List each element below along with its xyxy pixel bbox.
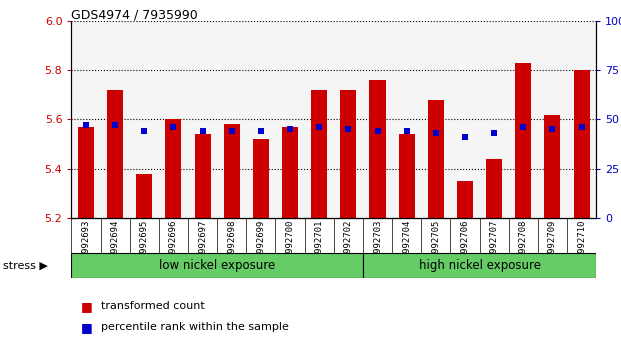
Point bbox=[431, 130, 441, 136]
Text: transformed count: transformed count bbox=[101, 301, 204, 311]
Point bbox=[256, 129, 266, 134]
Bar bbox=[363, 253, 596, 278]
Point bbox=[548, 126, 558, 132]
Point bbox=[519, 125, 528, 130]
Text: GSM992697: GSM992697 bbox=[198, 219, 207, 268]
Bar bbox=[515, 63, 532, 218]
Bar bbox=[574, 70, 589, 218]
Bar bbox=[107, 90, 123, 218]
Point bbox=[489, 130, 499, 136]
Bar bbox=[545, 115, 560, 218]
Text: stress ▶: stress ▶ bbox=[3, 261, 48, 270]
Point bbox=[168, 125, 178, 130]
Text: high nickel exposure: high nickel exposure bbox=[419, 259, 540, 272]
Text: GSM992703: GSM992703 bbox=[373, 219, 382, 268]
Bar bbox=[340, 90, 356, 218]
Bar bbox=[224, 124, 240, 218]
Bar bbox=[428, 100, 444, 218]
Text: GSM992704: GSM992704 bbox=[402, 219, 411, 268]
Point bbox=[373, 129, 383, 134]
Point bbox=[460, 134, 470, 140]
Bar bbox=[399, 134, 415, 218]
Bar bbox=[486, 159, 502, 218]
Point bbox=[81, 122, 91, 128]
Bar bbox=[311, 90, 327, 218]
Text: GDS4974 / 7935990: GDS4974 / 7935990 bbox=[71, 9, 198, 22]
Point bbox=[110, 122, 120, 128]
Bar bbox=[369, 80, 386, 218]
Point bbox=[343, 126, 353, 132]
Text: GSM992700: GSM992700 bbox=[286, 219, 294, 268]
Point bbox=[402, 129, 412, 134]
Bar bbox=[78, 127, 94, 218]
Point bbox=[227, 129, 237, 134]
Point bbox=[577, 125, 587, 130]
Text: GSM992708: GSM992708 bbox=[519, 219, 528, 268]
Bar bbox=[136, 173, 152, 218]
Text: GSM992705: GSM992705 bbox=[432, 219, 440, 268]
Text: ■: ■ bbox=[81, 321, 93, 334]
Point bbox=[314, 125, 324, 130]
Bar bbox=[282, 127, 298, 218]
Text: GSM992707: GSM992707 bbox=[489, 219, 499, 268]
Point bbox=[139, 129, 149, 134]
Bar bbox=[253, 139, 269, 218]
Text: GSM992695: GSM992695 bbox=[140, 219, 149, 268]
Text: GSM992701: GSM992701 bbox=[315, 219, 324, 268]
Text: GSM992693: GSM992693 bbox=[81, 219, 91, 268]
Bar bbox=[165, 120, 181, 218]
Text: GSM992698: GSM992698 bbox=[227, 219, 236, 268]
Text: percentile rank within the sample: percentile rank within the sample bbox=[101, 322, 289, 332]
Bar bbox=[194, 134, 211, 218]
Point bbox=[197, 129, 207, 134]
Text: low nickel exposure: low nickel exposure bbox=[159, 259, 275, 272]
Bar bbox=[457, 181, 473, 218]
Text: GSM992694: GSM992694 bbox=[111, 219, 120, 268]
Text: GSM992702: GSM992702 bbox=[344, 219, 353, 268]
Text: GSM992699: GSM992699 bbox=[256, 219, 265, 268]
Text: ■: ■ bbox=[81, 300, 93, 313]
Text: GSM992710: GSM992710 bbox=[577, 219, 586, 268]
Text: GSM992696: GSM992696 bbox=[169, 219, 178, 268]
Text: GSM992706: GSM992706 bbox=[461, 219, 469, 268]
Bar bbox=[71, 253, 363, 278]
Point bbox=[285, 126, 295, 132]
Text: GSM992709: GSM992709 bbox=[548, 219, 557, 268]
